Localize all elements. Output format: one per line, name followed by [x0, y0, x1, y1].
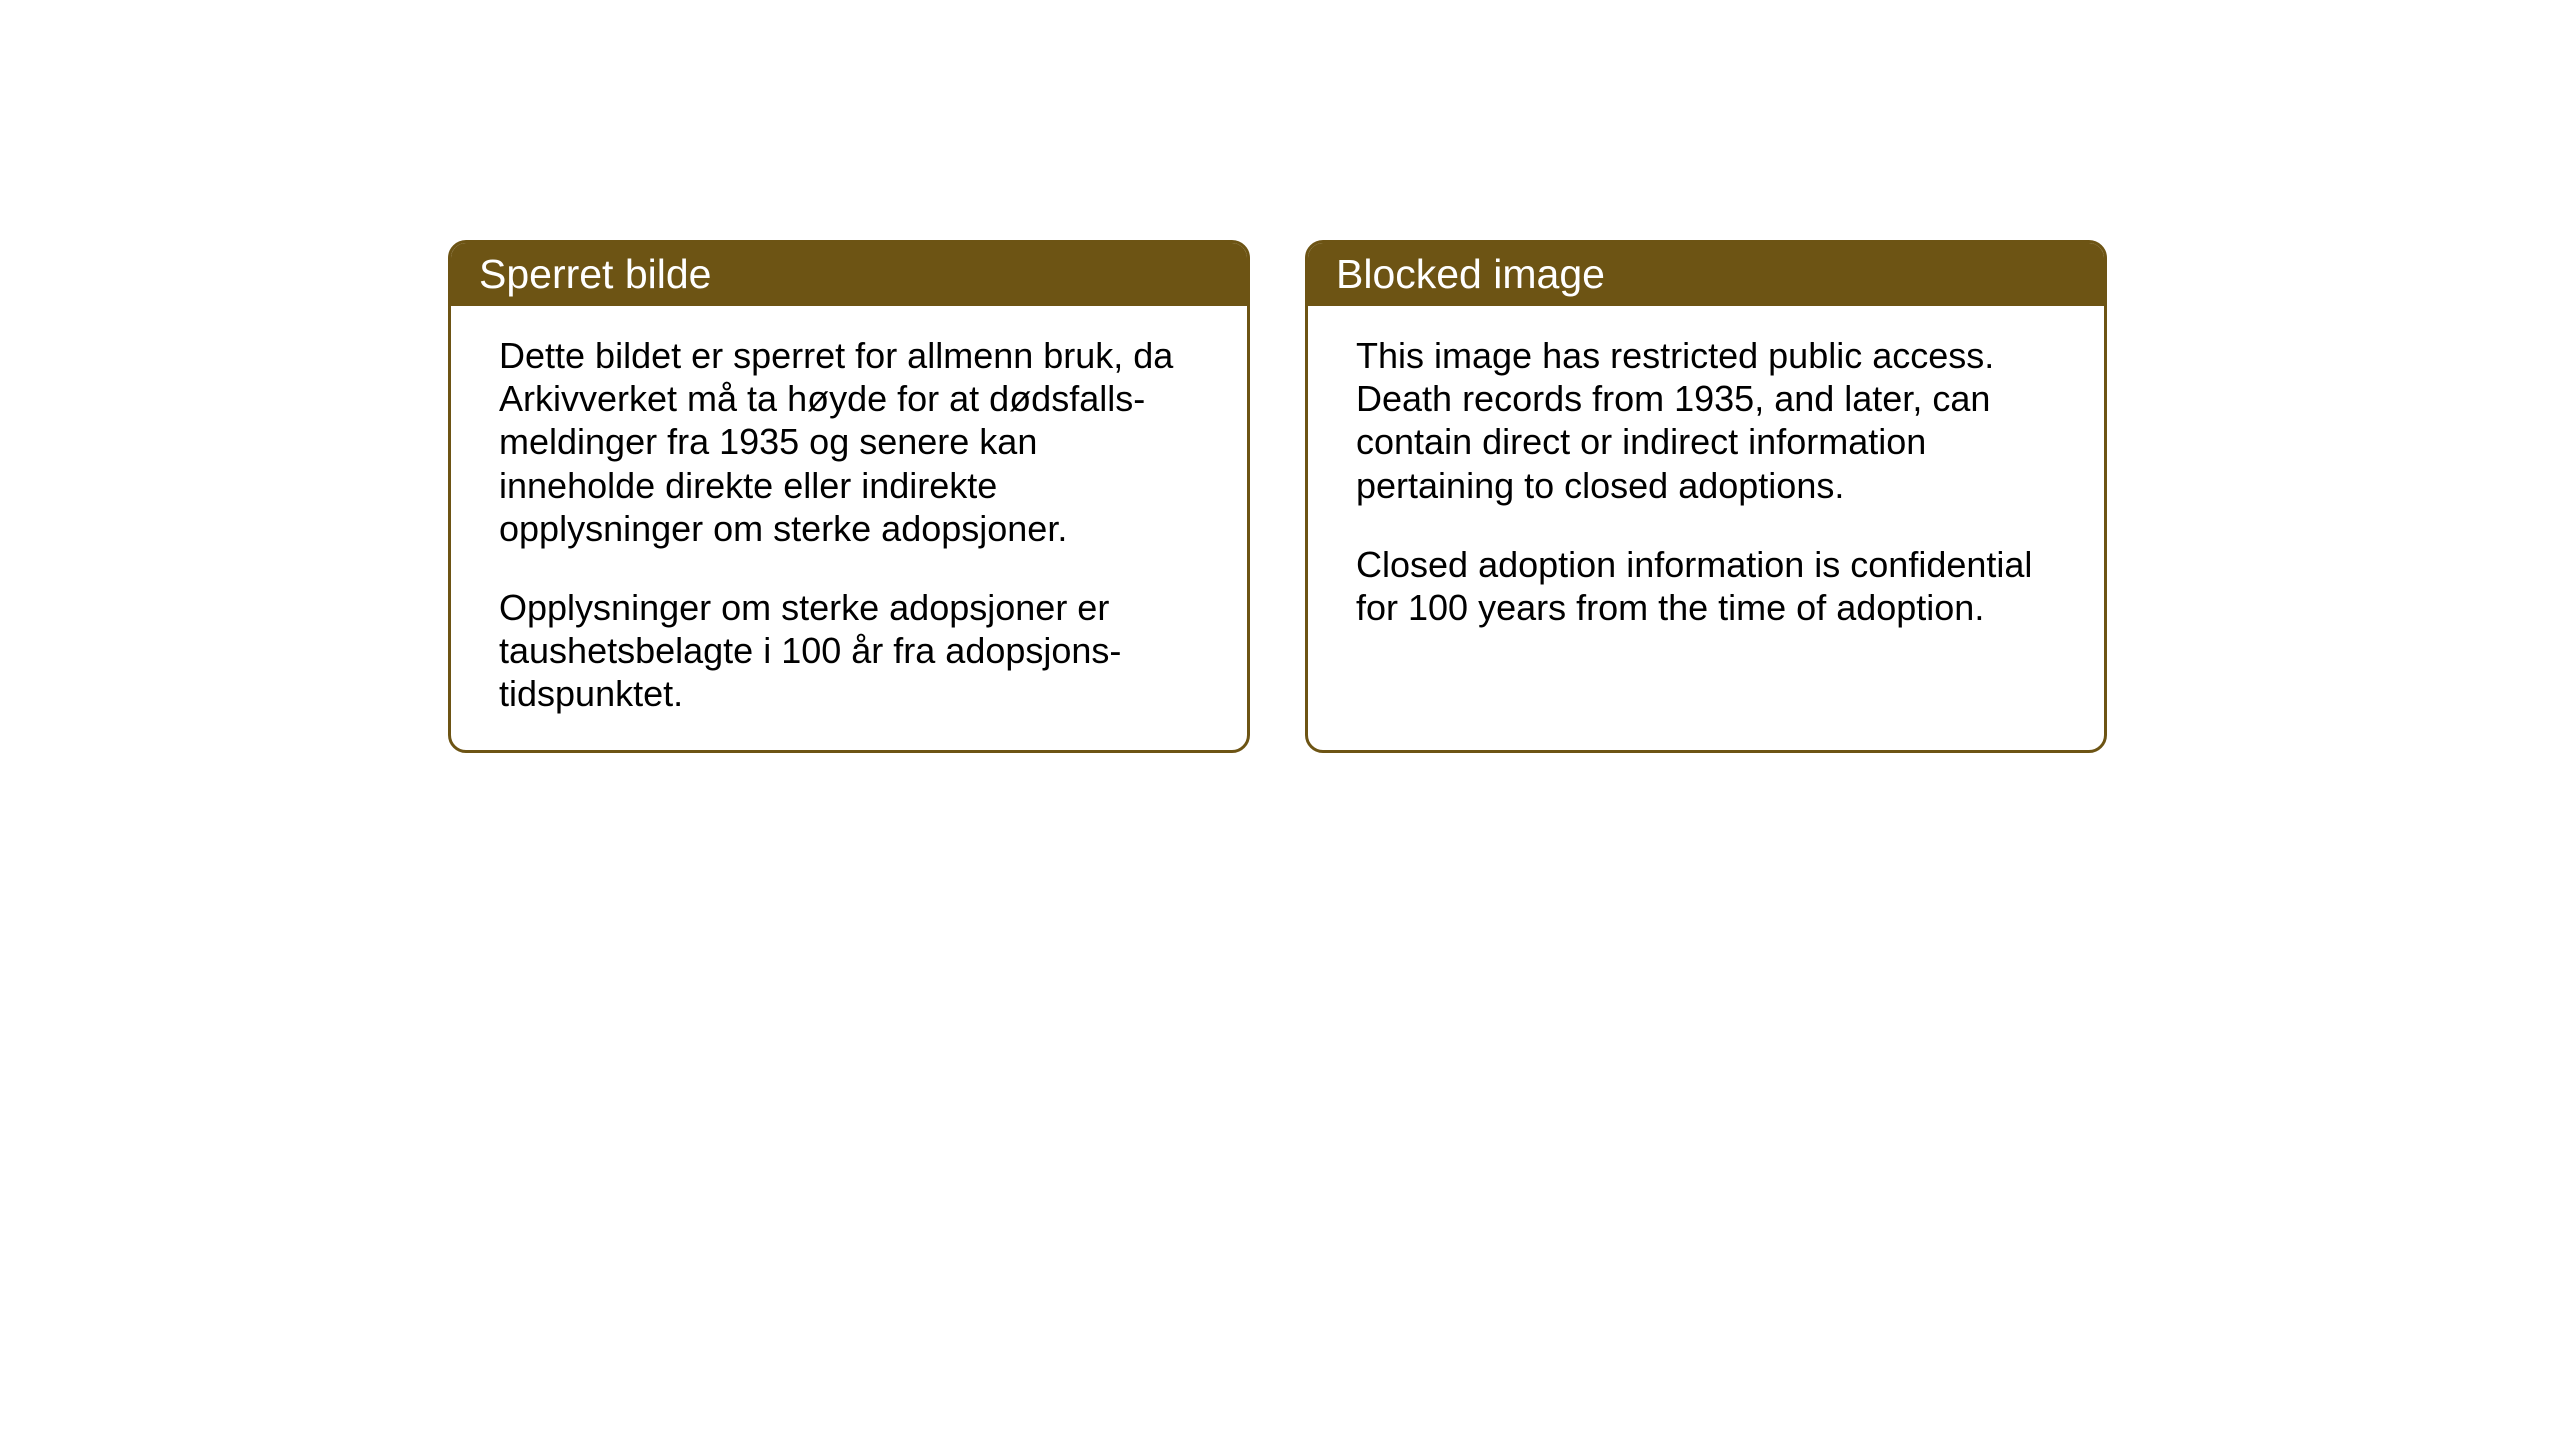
card-norwegian: Sperret bilde Dette bildet er sperret fo…: [448, 240, 1250, 753]
card-title: Sperret bilde: [479, 251, 711, 297]
card-paragraph-1: Dette bildet er sperret for allmenn bruk…: [499, 334, 1199, 550]
card-body-norwegian: Dette bildet er sperret for allmenn bruk…: [451, 306, 1247, 750]
card-header-english: Blocked image: [1308, 243, 2104, 306]
card-paragraph-2: Opplysninger om sterke adopsjoner er tau…: [499, 586, 1199, 716]
card-title: Blocked image: [1336, 251, 1605, 297]
cards-container: Sperret bilde Dette bildet er sperret fo…: [448, 240, 2107, 753]
card-paragraph-2: Closed adoption information is confident…: [1356, 543, 2056, 629]
card-body-english: This image has restricted public access.…: [1308, 306, 2104, 744]
card-header-norwegian: Sperret bilde: [451, 243, 1247, 306]
card-paragraph-1: This image has restricted public access.…: [1356, 334, 2056, 507]
card-english: Blocked image This image has restricted …: [1305, 240, 2107, 753]
